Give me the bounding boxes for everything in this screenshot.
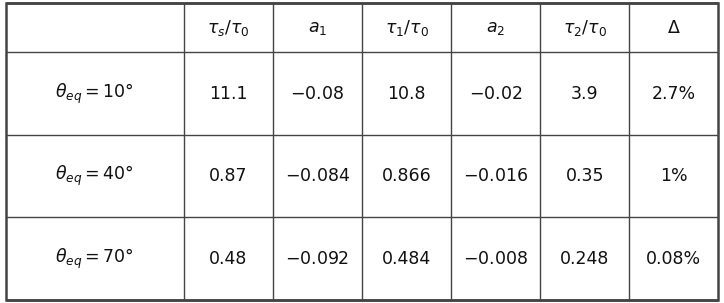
Text: $-0.08$: $-0.08$ <box>290 85 345 103</box>
Text: 0.87: 0.87 <box>209 167 248 185</box>
Text: 10.8: 10.8 <box>387 85 426 103</box>
Text: $a_1$: $a_1$ <box>308 19 327 37</box>
Text: $-0.084$: $-0.084$ <box>285 167 350 185</box>
Text: $\theta_{eq} = 10°$: $\theta_{eq} = 10°$ <box>56 82 134 106</box>
Text: 2.7%: 2.7% <box>652 85 696 103</box>
Text: 11.1: 11.1 <box>209 85 248 103</box>
Text: $-0.008$: $-0.008$ <box>463 250 528 268</box>
Text: $a_2$: $a_2$ <box>486 19 505 37</box>
Text: $\tau_2/\tau_0$: $\tau_2/\tau_0$ <box>563 18 607 38</box>
Text: $\tau_s/\tau_0$: $\tau_s/\tau_0$ <box>207 18 250 38</box>
Text: 0.866: 0.866 <box>382 167 432 185</box>
Text: 0.248: 0.248 <box>560 250 610 268</box>
Text: 1%: 1% <box>660 167 688 185</box>
Text: 0.48: 0.48 <box>209 250 248 268</box>
Text: $-0.016$: $-0.016$ <box>463 167 529 185</box>
Text: $\theta_{eq} = 70°$: $\theta_{eq} = 70°$ <box>56 247 134 271</box>
Text: $-0.092$: $-0.092$ <box>285 250 350 268</box>
Text: 0.08%: 0.08% <box>646 250 702 268</box>
Text: 0.35: 0.35 <box>565 167 604 185</box>
Text: $\tau_1/\tau_0$: $\tau_1/\tau_0$ <box>384 18 429 38</box>
Text: 0.484: 0.484 <box>382 250 432 268</box>
Text: $-0.02$: $-0.02$ <box>469 85 522 103</box>
Text: $\theta_{eq} = 40°$: $\theta_{eq} = 40°$ <box>56 164 134 188</box>
Text: 3.9: 3.9 <box>571 85 599 103</box>
Text: $\Delta$: $\Delta$ <box>667 19 681 37</box>
